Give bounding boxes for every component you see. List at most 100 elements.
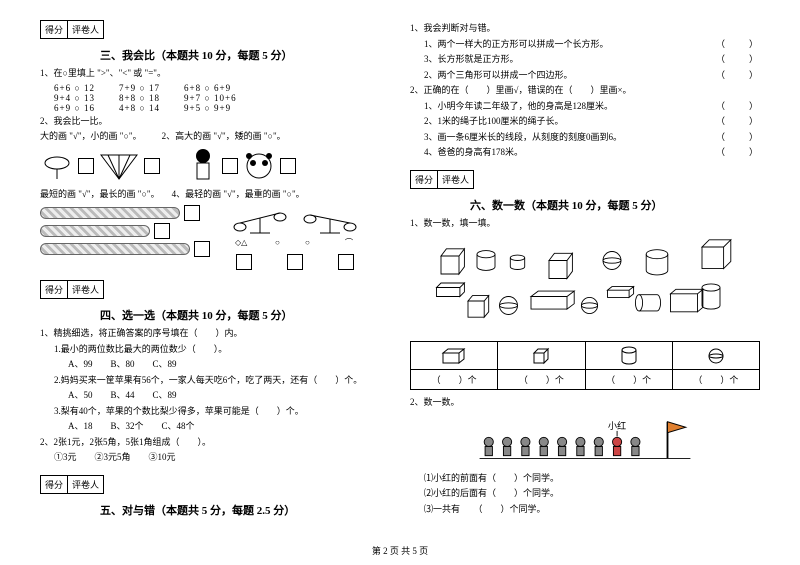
answer-box[interactable] [280,158,296,174]
comp-cell: 6+6 ○ 12 [54,83,95,93]
stmt: 1、两个一样大的正方形可以拼成一个长方形。 [424,39,609,49]
q4-1-2-opts: A、50 B、44 C、89 [68,389,390,403]
q3-1: 1、在○里填上 ">"、"<" 或 "="。 [40,67,390,81]
cuboid-icon [441,347,467,365]
q5-1: 1、我会判断对与错。 [410,22,760,36]
section-5-title: 五、对与错（本题共 5 分，每题 2.5 分） [100,502,390,518]
count-table: （ ）个 （ ）个 （ ）个 （ ）个 [410,341,760,390]
q3-2: 2、我会比一比。 [40,115,390,129]
count-label[interactable]: （ ）个 [673,370,759,389]
q5-1-2: 3、长方形就是正方形。 （ ） [424,53,760,67]
section-4-title: 四、选一选（本题共 10 分，每题 5 分） [100,307,390,323]
count-label[interactable]: （ ）个 [411,370,497,389]
table-col: （ ）个 [586,342,673,389]
answer-box[interactable] [78,158,94,174]
answer-box[interactable] [184,205,200,221]
q5-2-3: 3、画一条6厘米长的线段，从刻度的刻度0画到6。（ ） [424,131,760,145]
stmt: 2、两个三角形可以拼成一个四边形。 [424,70,573,80]
score-label: 得分 [41,476,68,493]
fan-icon [98,149,140,183]
q3-2d: 4、最轻的画 "√"，最重的画 "○"。 [172,188,305,202]
answer-box[interactable] [154,223,170,239]
comp-cell: 9+5 ○ 9+9 [184,103,231,113]
svg-text:○: ○ [305,238,310,247]
paren-blank[interactable]: （ ） [716,146,760,160]
score-label: 得分 [41,281,68,298]
comp-row: 6+9 ○ 16 4+8 ○ 14 9+5 ○ 9+9 [54,103,390,113]
comp-cell: 9+7 ○ 10+6 [184,93,237,103]
grader-label: 评卷人 [68,21,103,38]
score-box: 得分 评卷人 [410,170,474,189]
comp-cell: 6+8 ○ 6+9 [184,83,231,93]
q4-1: 1、精挑细选，将正确答案的序号填在（ ）内。 [40,327,390,341]
score-label: 得分 [41,21,68,38]
q6-2-1: ⑴小红的前面有（ ）个同学。 [424,472,760,486]
score-box: 得分 评卷人 [40,280,104,299]
kids-queue-icon: 小红 [475,416,695,466]
q4-2: 2、2张1元，2张5角，5张1角组成（ ）。 [40,436,390,450]
answer-box[interactable] [144,158,160,174]
q3-2a: 大的画 "√"，小的画 "○"。 [40,130,142,144]
q6-1: 1、数一数，填一填。 [410,217,760,231]
table-col: （ ）个 [498,342,585,389]
q3-2b: 2、高大的画 "√"，矮的画 "○"。 [162,130,286,144]
right-column: 1、我会判断对与错。 1、两个一样大的正方形可以拼成一个长方形。 （ ） 3、长方… [400,20,770,535]
q5-2-1: 1、小明今年读二年级了，他的身高是128厘米。 （ ） [424,100,760,114]
stmt: 1、小明今年读二年级了，他的身高是128厘米。 [424,101,613,111]
score-box: 得分 评卷人 [40,475,104,494]
q6-2: 2、数一数。 [410,396,760,410]
balance-group: ◇△○ ○⌒ [220,203,370,272]
q5-2: 2、正确的在（ ）里画√，错误的在（ ）里画×。 [410,84,760,98]
q3-2c: 最短的画 "√"，最长的画 "○"。 [40,188,160,202]
section-6-title: 六、数一数（本题共 10 分，每题 5 分） [470,197,760,213]
answer-box[interactable] [236,254,252,270]
rope-group [40,203,210,272]
q4-1-1: 1.最小的两位数比最大的两位数少（ ）。 [54,343,390,357]
paren-blank[interactable]: （ ） [716,38,760,52]
stmt: 3、长方形就是正方形。 [424,54,519,64]
rope-icon [40,207,180,219]
boy-icon [188,146,218,186]
paren-blank[interactable]: （ ） [716,100,760,114]
paren-blank[interactable]: （ ） [716,131,760,145]
paren-blank[interactable]: （ ） [716,115,760,129]
cube-icon [531,346,551,366]
comp-row: 6+6 ○ 12 7+9 ○ 17 6+8 ○ 6+9 [54,83,390,93]
grader-label: 评卷人 [438,171,473,188]
q6-2-2: ⑵小红的后面有（ ）个同学。 [424,487,760,501]
section-3-title: 三、我会比（本题共 10 分，每题 5 分） [100,47,390,63]
q4-1-3-opts: A、18 B、32个 C、48个 [68,420,390,434]
balance-icon: ◇△○ ○⌒ [220,203,370,249]
score-box: 得分 评卷人 [40,20,104,39]
count-label[interactable]: （ ）个 [498,370,584,389]
comp-cell: 6+9 ○ 16 [54,103,95,113]
q4-1-2: 2.妈妈买来一筐苹果有56个，一家人每天吃6个，吃了两天，还有（ ）个。 [54,374,390,388]
comp-cell: 8+8 ○ 18 [119,93,160,103]
shapes-icon [414,238,756,328]
q4-1-1-opts: A、99 B、80 C、89 [68,358,390,372]
answer-box[interactable] [287,254,303,270]
paren-blank[interactable]: （ ） [716,69,760,83]
comp-row: 9+4 ○ 13 8+8 ○ 18 9+7 ○ 10+6 [54,93,390,103]
xiaohong-label: 小红 [608,420,626,431]
shapes-figure [410,234,760,335]
page-footer: 第 2 页 共 5 页 [0,544,800,557]
grader-label: 评卷人 [68,281,103,298]
answer-box[interactable] [338,254,354,270]
svg-text:◇△: ◇△ [235,238,248,247]
q5-2-2: 2、1米的绳子比100厘米的绳子长。 （ ） [424,115,760,129]
stmt: 2、1米的绳子比100厘米的绳子长。 [424,116,564,126]
paren-blank[interactable]: （ ） [716,53,760,67]
rope-icon [40,225,150,237]
top-icon [40,149,74,183]
table-col: （ ）个 [673,342,759,389]
count-label[interactable]: （ ）个 [586,370,672,389]
panda-icon [242,149,276,183]
left-column: 得分 评卷人 三、我会比（本题共 10 分，每题 5 分） 1、在○里填上 ">… [30,20,400,535]
comp-cell: 9+4 ○ 13 [54,93,95,103]
rope-icon [40,243,190,255]
answer-box[interactable] [222,158,238,174]
answer-box[interactable] [194,241,210,257]
score-label: 得分 [411,171,438,188]
cylinder-icon [620,346,638,366]
